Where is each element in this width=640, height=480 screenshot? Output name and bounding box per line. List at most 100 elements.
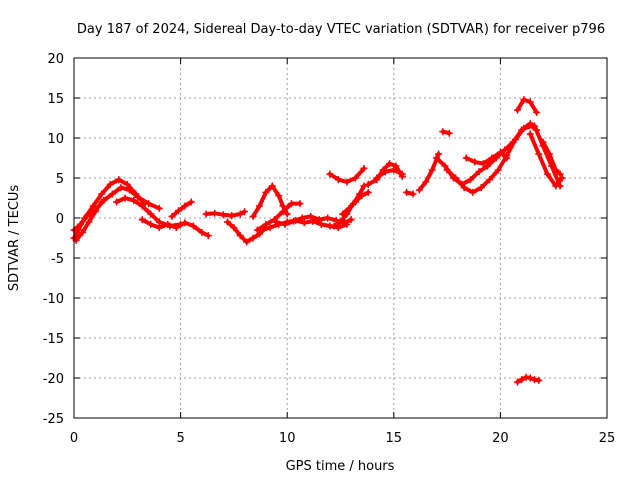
data-point-marker [168, 212, 176, 220]
data-point-marker [439, 128, 447, 136]
data-point-marker [273, 218, 281, 226]
data-point-marker [262, 188, 270, 196]
data-point-marker [228, 212, 236, 220]
data-point-marker [241, 208, 249, 216]
y-tick-label: 20 [47, 52, 64, 67]
data-point-marker [211, 209, 219, 217]
data-point-marker [249, 212, 257, 220]
data-point-marker [283, 210, 291, 218]
data-point-marker [337, 218, 344, 226]
y-tick-label: -25 [43, 412, 64, 427]
series-track-line [366, 161, 405, 187]
data-point-marker [432, 154, 440, 162]
data-point-marker [98, 190, 106, 198]
data-point-marker [189, 222, 197, 230]
data-point-marker [236, 232, 244, 240]
data-point-marker [187, 198, 195, 206]
data-point-marker [533, 108, 541, 116]
data-point-marker [164, 220, 172, 228]
data-point-marker [428, 166, 436, 174]
data-point-marker [174, 207, 182, 215]
x-tick-label: 15 [386, 431, 403, 446]
data-point-marker [298, 214, 306, 222]
series-track-28 [513, 373, 543, 386]
data-point-marker [475, 168, 483, 176]
data-point-marker [535, 150, 543, 158]
series-track-6 [168, 198, 195, 220]
data-point-marker [181, 202, 189, 210]
data-point-marker [343, 178, 351, 186]
series-track-20 [439, 128, 453, 137]
series-layer [70, 96, 566, 386]
data-point-marker [249, 234, 257, 242]
y-tick-label: -15 [43, 332, 64, 347]
series-track-2 [70, 184, 163, 234]
data-point-marker [181, 219, 189, 227]
y-axis-label: SDTVAR / TECUs [7, 185, 22, 292]
data-point-marker [373, 174, 381, 182]
series-track-7 [202, 208, 249, 220]
series-track-17 [373, 166, 406, 182]
data-point-marker [471, 158, 479, 166]
data-point-marker [121, 194, 129, 202]
data-point-marker [326, 170, 334, 178]
data-point-marker [341, 219, 349, 227]
y-tick-label: -5 [51, 252, 64, 267]
series-track-26 [526, 130, 566, 190]
x-tick-label: 0 [70, 431, 78, 446]
data-point-marker [279, 208, 287, 216]
data-point-marker [268, 182, 276, 190]
data-point-marker [290, 217, 298, 225]
data-point-marker [125, 186, 133, 194]
x-axis-label: GPS time / hours [286, 459, 395, 474]
series-track-19 [415, 150, 443, 194]
data-point-marker [513, 106, 521, 114]
data-point-marker [300, 219, 308, 227]
data-point-marker [315, 216, 323, 224]
y-tick-label: 0 [56, 212, 64, 227]
data-point-marker [360, 182, 368, 190]
y-tick-label: -10 [43, 292, 64, 307]
data-point-marker [545, 150, 553, 158]
data-point-marker [147, 220, 155, 228]
data-point-marker [347, 216, 355, 224]
grid-layer [74, 58, 607, 418]
data-point-marker [351, 198, 359, 206]
x-tick-label: 5 [176, 431, 184, 446]
data-point-marker [351, 174, 359, 182]
data-point-marker [531, 122, 539, 130]
data-point-marker [513, 378, 521, 386]
series-track-15 [326, 164, 368, 186]
data-point-marker [488, 154, 496, 162]
data-point-marker [501, 146, 509, 154]
data-point-marker [339, 210, 347, 218]
data-point-marker [543, 170, 551, 178]
series-track-line [417, 152, 441, 192]
data-point-marker [484, 162, 492, 170]
data-point-marker [462, 154, 470, 162]
data-point-marker [552, 166, 560, 174]
series-track-5 [138, 216, 212, 240]
data-point-marker [334, 176, 342, 184]
data-point-marker [441, 162, 449, 170]
data-point-marker [386, 160, 394, 168]
data-point-marker [511, 136, 519, 144]
data-point-marker [364, 188, 372, 196]
data-point-marker [445, 129, 453, 137]
chart-title: Day 187 of 2024, Sidereal Day-to-day VTE… [77, 22, 605, 37]
data-point-marker [317, 220, 325, 228]
series-track-27 [539, 138, 564, 178]
data-point-marker [76, 220, 84, 228]
data-point-marker [469, 188, 477, 196]
data-point-marker [520, 96, 528, 104]
data-point-marker [503, 154, 511, 162]
series-track-9 [249, 182, 291, 220]
series-track-line [170, 200, 194, 219]
data-point-marker [287, 200, 295, 208]
data-point-marker [539, 138, 547, 146]
data-point-marker [358, 192, 366, 200]
data-point-marker [243, 238, 251, 246]
data-point-marker [556, 170, 564, 178]
data-point-marker [409, 190, 417, 198]
